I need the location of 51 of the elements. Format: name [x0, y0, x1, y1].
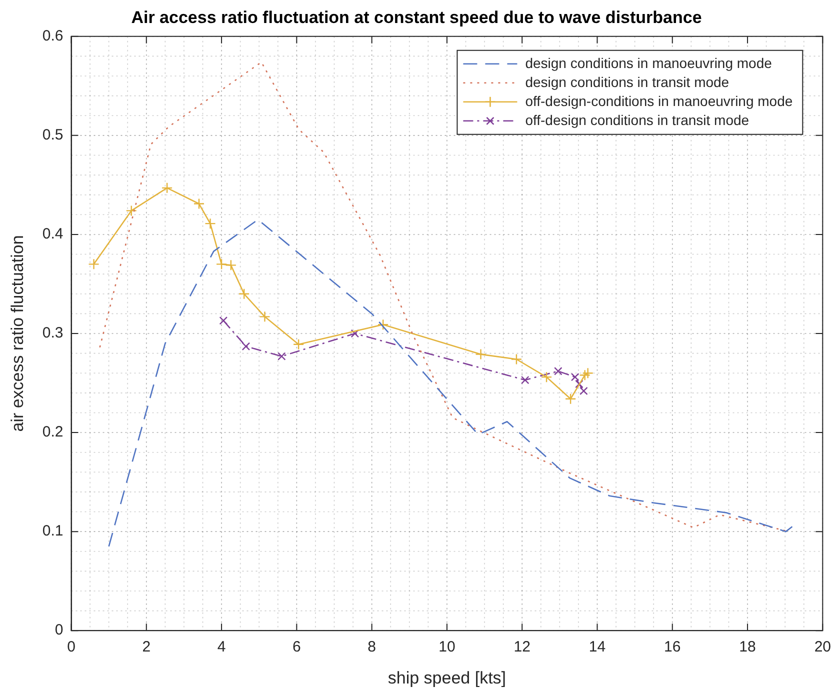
point	[579, 369, 590, 381]
x-tick-label: 0	[67, 638, 76, 656]
point	[259, 311, 270, 322]
x-tick-label: 8	[368, 638, 376, 656]
point	[193, 198, 205, 210]
y-tick-label: 0	[54, 622, 64, 639]
point	[88, 258, 100, 270]
y-tick-label: 0.6	[42, 28, 64, 45]
y-tick-label: 0.5	[42, 126, 64, 144]
x-tick-label: 6	[292, 638, 301, 656]
x-tick-label: 4	[217, 638, 226, 656]
point	[126, 205, 137, 216]
point	[575, 380, 584, 388]
point	[219, 316, 228, 325]
x-tick-label: 10	[438, 638, 456, 656]
point	[278, 352, 286, 360]
legend-label: design conditions in manoeuvring mode	[525, 54, 772, 71]
point	[554, 366, 562, 376]
point	[204, 218, 216, 230]
x-axis-title: ship speed [kts]	[388, 668, 506, 688]
point	[161, 182, 173, 194]
point	[238, 288, 250, 300]
point	[570, 372, 580, 382]
point	[350, 329, 360, 338]
legend-label: off-design-conditions in manoeuvring mode	[525, 92, 793, 109]
x-tick-label: 20	[814, 638, 831, 656]
x-tick-label: 16	[664, 638, 681, 656]
point	[216, 258, 228, 270]
point	[475, 348, 486, 360]
y-axis-title: air excess ratio fluctuation	[8, 235, 27, 432]
point	[564, 393, 576, 404]
point	[582, 368, 594, 379]
y-tick-label: 0.1	[42, 522, 64, 540]
point	[540, 371, 552, 383]
y-tick-label: 0.3	[42, 324, 64, 342]
legend-label: off-design conditions in transit mode	[525, 112, 750, 128]
y-tick-label: 0.4	[42, 226, 64, 243]
point	[377, 318, 389, 330]
point	[510, 354, 522, 365]
point	[520, 376, 530, 384]
point	[242, 342, 250, 351]
x-tick-label: 2	[142, 638, 151, 656]
x-tick-label: 12	[514, 638, 530, 656]
x-tick-label: 18	[739, 638, 756, 656]
x-tick-label: 14	[588, 638, 606, 656]
point	[225, 260, 237, 271]
point	[292, 338, 304, 350]
legend-label: design conditions in transit mode	[525, 74, 730, 90]
point	[580, 386, 588, 396]
chart-title: Air access ratio fluctuation at constant speed due to wave disturbance	[131, 8, 702, 27]
y-tick-label: 0.2	[42, 424, 64, 441]
